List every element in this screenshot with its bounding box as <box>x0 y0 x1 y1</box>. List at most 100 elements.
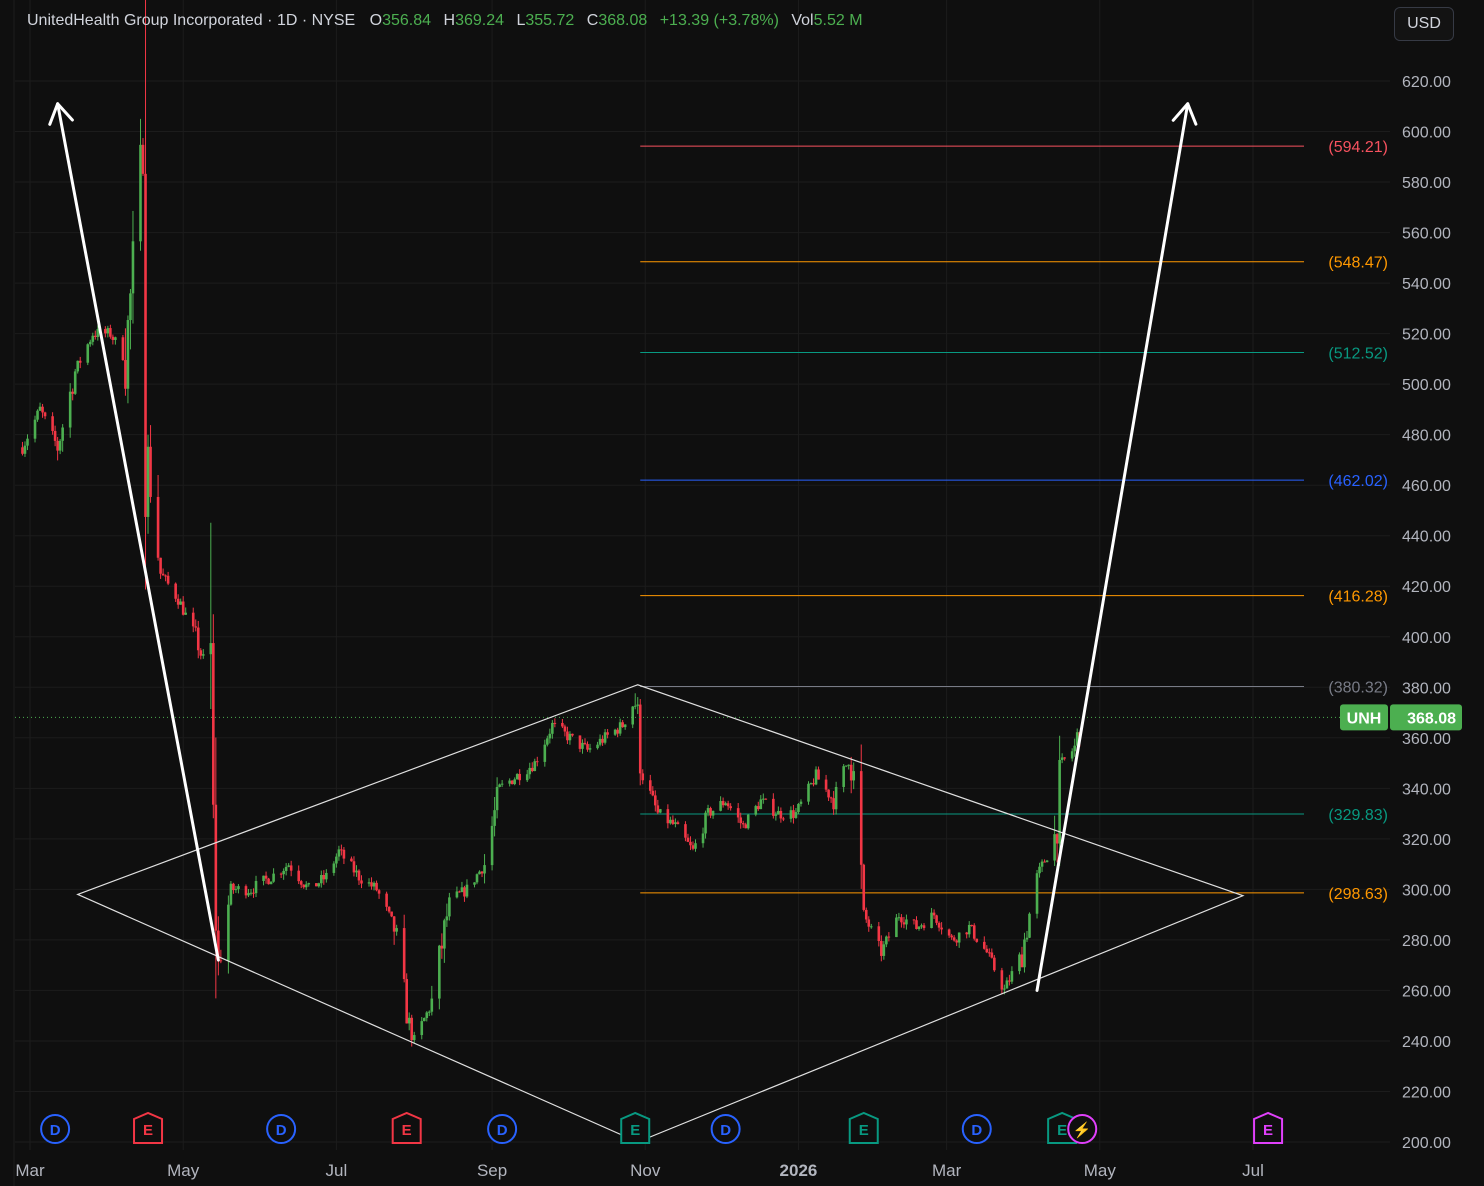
candle-body <box>583 742 587 745</box>
candle-body <box>307 883 311 885</box>
candle-body <box>601 738 604 743</box>
level-label: (416.28) <box>1328 589 1388 606</box>
candle-body <box>33 419 37 439</box>
y-tick-label: 380.00 <box>1402 680 1451 697</box>
candle-body <box>131 241 135 294</box>
dividend-event-icon[interactable]: ⚡ <box>1067 1114 1098 1144</box>
event-label: D <box>276 1122 287 1139</box>
candle-body <box>164 575 167 577</box>
candle-body <box>38 406 42 411</box>
candle-body <box>623 724 627 728</box>
candle-body <box>96 329 100 337</box>
change-value: +13.39 (+3.78%) <box>659 12 779 29</box>
y-tick-label: 240.00 <box>1402 1034 1451 1051</box>
candle-body <box>993 957 996 971</box>
candle-body <box>566 731 569 741</box>
candle-body <box>684 824 687 838</box>
dividend-event-icon[interactable]: D <box>266 1114 297 1144</box>
candle-body <box>287 865 290 867</box>
candle-body <box>375 882 378 891</box>
candle-body <box>111 336 115 340</box>
candle-body <box>965 932 969 935</box>
candle-body <box>440 945 444 949</box>
candle-body <box>372 882 376 887</box>
candle-body <box>543 744 547 762</box>
candle-body <box>360 880 363 884</box>
earnings-event-icon[interactable]: E <box>1253 1111 1284 1144</box>
candle-body <box>814 769 818 785</box>
candle-body <box>719 801 722 811</box>
candle-body <box>1018 954 1021 972</box>
event-markers[interactable]: D E D E D E D E D E ⚡ E <box>40 1111 1284 1144</box>
candle-body <box>156 496 160 558</box>
candle-body <box>1058 759 1061 844</box>
candle-body <box>199 650 203 656</box>
candle-body <box>420 1021 424 1036</box>
candle-body <box>73 371 77 394</box>
x-tick-label: Jul <box>326 1161 348 1180</box>
currency-button[interactable]: USD <box>1394 7 1454 41</box>
candle-body <box>322 875 326 880</box>
candle-body <box>56 440 59 451</box>
candle-body <box>689 841 692 846</box>
earnings-event-icon[interactable]: E <box>391 1111 422 1144</box>
candle-body <box>832 798 835 810</box>
candle-body <box>219 960 223 962</box>
candle-body <box>405 979 408 1024</box>
price-levels: (594.21) (548.47) (512.52) (462.02) (416.28)… <box>640 139 1388 903</box>
candle-body <box>340 849 343 851</box>
x-axis[interactable]: Mar May Jul Sep Nov 2026 Mar May Jul <box>15 1161 1264 1180</box>
dividend-event-icon[interactable]: D <box>40 1114 71 1144</box>
candle-body <box>817 769 820 780</box>
candle-body <box>535 761 539 763</box>
candle-body <box>455 891 459 898</box>
dividend-event-icon[interactable]: D <box>710 1114 741 1144</box>
candle-body <box>887 936 891 938</box>
candle-body <box>500 783 504 785</box>
candle-body <box>935 915 938 923</box>
candle-body <box>772 798 775 816</box>
candle-body <box>342 849 346 859</box>
candle-body <box>473 882 476 885</box>
candle-body <box>782 818 785 820</box>
candle-body <box>1020 954 1024 968</box>
earnings-event-icon[interactable]: E <box>848 1111 879 1144</box>
candle-body <box>269 881 273 885</box>
close-value: 368.08 <box>598 12 648 29</box>
candle-body <box>352 861 356 873</box>
candle-body <box>834 786 838 810</box>
event-badge <box>391 1111 422 1144</box>
low-value: 355.72 <box>525 12 575 29</box>
y-tick-label: 360.00 <box>1402 731 1451 748</box>
event-label: E <box>143 1122 153 1139</box>
candle-body <box>335 856 338 864</box>
candle-body <box>237 886 240 890</box>
candle-body <box>495 786 499 811</box>
dividend-event-icon[interactable]: D <box>961 1114 992 1144</box>
candle-body <box>402 928 406 980</box>
event-badge <box>133 1111 164 1144</box>
high-value: 369.24 <box>455 12 504 29</box>
price-tag-value: 368.08 <box>1407 710 1456 727</box>
candle-body <box>254 880 258 894</box>
candle-body <box>244 886 248 896</box>
earnings-event-icon[interactable]: E <box>133 1111 164 1144</box>
symbol-name[interactable]: UnitedHealth Group Incorporated <box>27 12 263 29</box>
candle-body <box>493 810 496 826</box>
candle-body <box>842 766 845 787</box>
candle-body <box>844 765 848 767</box>
interval[interactable]: 1D <box>276 12 298 29</box>
candle-body <box>144 173 147 517</box>
candle-body <box>438 945 441 999</box>
candle-body <box>930 912 933 929</box>
candle-body <box>759 799 763 810</box>
y-axis[interactable]: 200.00 220.00 240.00 260.00 280.00 300.00 320.… <box>1402 74 1451 1152</box>
event-circle <box>961 1114 992 1144</box>
candle-body <box>1025 937 1029 940</box>
candle-body <box>792 810 795 818</box>
earnings-event-icon[interactable]: E <box>620 1111 651 1144</box>
dividend-event-icon[interactable]: D <box>487 1114 518 1144</box>
candle-body <box>1028 913 1031 938</box>
candle-body <box>641 773 645 781</box>
